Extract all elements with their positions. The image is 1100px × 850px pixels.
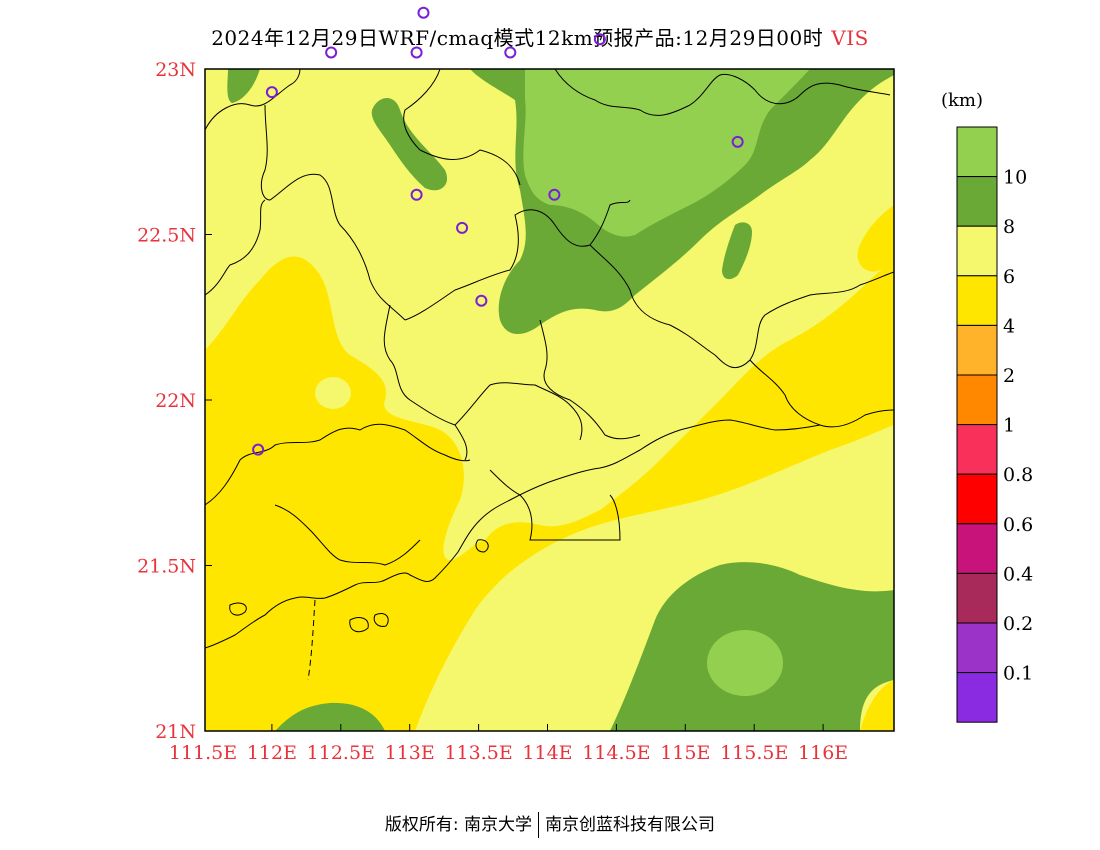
colorbar-swatch bbox=[956, 622, 998, 674]
station-marker bbox=[731, 135, 744, 148]
island-coast bbox=[349, 617, 369, 633]
station-marker bbox=[504, 46, 517, 59]
x-tick-label: 111.5E bbox=[169, 742, 237, 764]
colorbar-label: 0.8 bbox=[1003, 464, 1033, 486]
colorbar-swatch bbox=[956, 275, 998, 326]
colorbar-label: 0.6 bbox=[1003, 514, 1033, 536]
vis-8-10-streak-east bbox=[722, 222, 752, 280]
vis-10-plus-zone-north bbox=[523, 69, 810, 237]
footer: 版权所有: 南京大学 南京创蓝科技有限公司 bbox=[0, 810, 1100, 838]
colorbar-unit: (km) bbox=[941, 90, 984, 111]
x-tick-label: 112E bbox=[247, 742, 297, 764]
county-boundary bbox=[403, 69, 521, 186]
station-marker bbox=[410, 46, 423, 59]
colorbar-label: 2 bbox=[1003, 365, 1015, 387]
vis-6-8-island bbox=[315, 377, 351, 409]
station-marker bbox=[325, 46, 338, 59]
colorbar-swatch bbox=[956, 672, 998, 723]
y-tick-label: 23N bbox=[155, 59, 196, 81]
colorbar-label: 4 bbox=[1003, 315, 1015, 337]
x-axis: 111.5E 112E 112.5E 113E 113.5E 114E 114.5E 115E… bbox=[169, 724, 848, 764]
y-tick-label: 21.5N bbox=[137, 556, 196, 578]
footer-copyright: 版权所有: 南京大学 bbox=[384, 815, 533, 835]
county-boundary bbox=[539, 319, 641, 440]
county-boundary bbox=[260, 104, 406, 321]
x-tick-label: 113E bbox=[385, 742, 435, 764]
visibility-field bbox=[205, 69, 894, 731]
x-tick-label: 113.5E bbox=[444, 742, 512, 764]
colorbar: 10 8 6 4 2 1 0.8 0.6 0.4 0.2 0.1 bbox=[956, 126, 1033, 723]
island-coast bbox=[229, 602, 247, 616]
station-marker bbox=[593, 33, 606, 46]
county-boundary bbox=[454, 382, 583, 441]
x-tick-label: 115E bbox=[660, 742, 710, 764]
colorbar-swatch bbox=[956, 126, 998, 178]
colorbar-label: 0.1 bbox=[1003, 663, 1033, 685]
colorbar-label: 1 bbox=[1003, 415, 1015, 437]
x-tick-label: 112.5E bbox=[307, 742, 375, 764]
county-boundary bbox=[554, 69, 891, 116]
title-text: 2024年12月29日WRF/cmaq模式12km预报产品:12月29日00时 bbox=[211, 26, 824, 50]
coastline bbox=[205, 419, 821, 649]
x-tick-label: 116E bbox=[798, 742, 848, 764]
boundary-lines bbox=[205, 69, 894, 681]
x-tick-label: 115.5E bbox=[720, 742, 788, 764]
county-boundary bbox=[205, 423, 471, 506]
county-boundary bbox=[274, 504, 421, 566]
colorbar-label: 0.4 bbox=[1003, 563, 1033, 585]
colorbar-swatch bbox=[956, 523, 998, 574]
y-tick-label: 22N bbox=[155, 390, 196, 412]
island-coast bbox=[373, 612, 389, 627]
footer-separator bbox=[538, 812, 540, 838]
x-tick-label: 114.5E bbox=[582, 742, 650, 764]
colorbar-swatch bbox=[956, 424, 998, 475]
colorbar-swatch bbox=[956, 324, 998, 376]
station-marker bbox=[252, 443, 265, 456]
vis-4-6-zone-ne bbox=[857, 205, 894, 272]
vis-8-10-streak bbox=[371, 97, 448, 191]
station-marker bbox=[265, 86, 278, 99]
colorbar-swatch bbox=[956, 176, 998, 227]
title-variable: VIS bbox=[831, 26, 869, 50]
colorbar-label: 10 bbox=[1003, 167, 1027, 189]
colorbar-swatch bbox=[956, 572, 998, 624]
station-marker bbox=[548, 188, 561, 201]
station-marker bbox=[410, 188, 423, 201]
county-boundary bbox=[205, 69, 301, 131]
vis-10-plus-zone-se bbox=[707, 630, 783, 696]
county-boundary bbox=[489, 469, 621, 541]
colorbar-label: 6 bbox=[1003, 266, 1015, 288]
island-coast bbox=[475, 539, 489, 553]
colorbar-swatch bbox=[956, 473, 998, 525]
vis-8-10-zone-north-west bbox=[227, 69, 260, 103]
y-tick-label: 21N bbox=[155, 721, 196, 743]
station-marker bbox=[475, 294, 488, 307]
colorbar-label: 8 bbox=[1003, 216, 1015, 238]
county-boundary bbox=[404, 199, 631, 321]
y-tick-label: 22.5N bbox=[137, 225, 196, 247]
colorbar-swatch bbox=[956, 225, 998, 277]
county-boundary bbox=[205, 199, 266, 296]
county-boundary bbox=[383, 304, 468, 461]
map-title: 2024年12月29日WRF/cmaq模式12km预报产品:12月29日00时 V… bbox=[0, 22, 1080, 51]
station-markers bbox=[252, 6, 744, 456]
province-boundary-dashed bbox=[307, 599, 316, 681]
x-tick-label: 114E bbox=[522, 742, 572, 764]
vis-8-10-zone-sw bbox=[275, 702, 385, 731]
colorbar-swatch bbox=[956, 374, 998, 426]
station-marker bbox=[417, 6, 430, 19]
station-marker bbox=[456, 221, 469, 234]
footer-company: 南京创蓝科技有限公司 bbox=[545, 815, 716, 835]
colorbar-label: 0.2 bbox=[1003, 613, 1033, 635]
